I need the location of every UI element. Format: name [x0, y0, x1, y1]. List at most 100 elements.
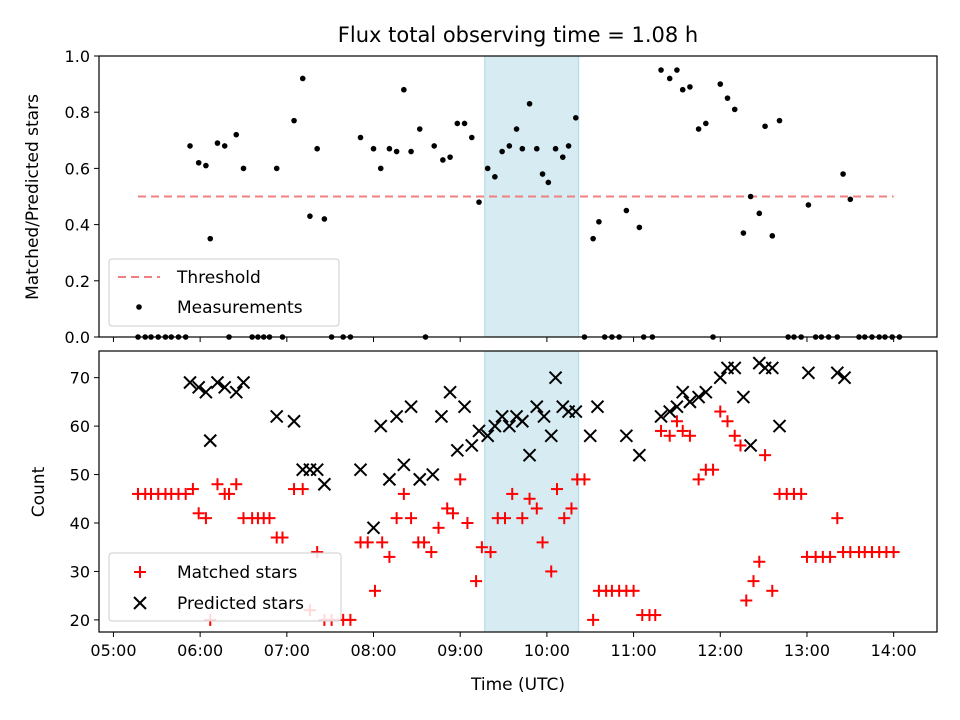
- measurements-legend-label: Measurements: [177, 298, 303, 318]
- matched-stars-point: [192, 507, 205, 520]
- measurements-point: [307, 213, 313, 219]
- matched-stars-point: [707, 463, 720, 476]
- predicted-stars-point: [495, 409, 509, 424]
- matched-stars-point: [759, 449, 772, 462]
- measurements-point: [187, 143, 193, 149]
- matched-stars-point: [230, 478, 243, 491]
- matched-stars-point: [211, 478, 224, 491]
- y-tick-label: 30: [70, 562, 90, 581]
- measurements-point: [519, 145, 526, 152]
- bottom-panel: 20 30 40 50 60 70 05:00 06:00 07:00 08:00 09:00 10:…: [29, 350, 938, 695]
- predicted-stars-point: [217, 380, 232, 395]
- matched-stars-point: [663, 429, 676, 442]
- matched-stars-point: [397, 487, 410, 500]
- predicted-stars-point: [397, 458, 411, 472]
- matched-stars-point: [186, 483, 199, 496]
- matched-stars-point: [223, 487, 236, 500]
- measurements-point: [552, 145, 559, 152]
- bottom-legend-box: [108, 552, 342, 622]
- measurements-point: [203, 162, 209, 169]
- x-tick-label: 09:00: [437, 641, 483, 660]
- measurements-point: [545, 179, 552, 186]
- matched-stars-point: [655, 424, 668, 437]
- measurements-point: [539, 171, 546, 177]
- matched-stars-point: [670, 415, 683, 428]
- measurements-point: [233, 131, 240, 138]
- x-axis-label: Time (UTC): [470, 675, 565, 695]
- top-axes-frame: [98, 55, 938, 338]
- measurements-point: [590, 235, 596, 242]
- matched-stars-legend-label: Matched stars: [177, 563, 297, 583]
- measurements-point: [370, 145, 377, 152]
- measurements-point: [476, 199, 482, 205]
- y-tick-label: 70: [70, 369, 90, 388]
- y-tick-label: 0.6: [65, 159, 90, 178]
- predicted-stars-point: [465, 438, 479, 453]
- matched-stars-point: [587, 613, 600, 626]
- measurements-point: [416, 126, 423, 132]
- measurements-point: [207, 235, 214, 242]
- measurements-point: [221, 143, 228, 149]
- matched-stars-point: [425, 546, 438, 559]
- matched-stars-point: [728, 429, 741, 442]
- matched-stars-point: [454, 473, 467, 486]
- measurements-point: [776, 117, 783, 124]
- x-tick-label: 06:00: [177, 641, 223, 660]
- y-tick-label: 20: [70, 611, 90, 630]
- predicted-stars-point: [191, 380, 206, 395]
- predicted-stars-point: [683, 395, 697, 409]
- measurements-point: [468, 134, 475, 141]
- predicted-stars-point: [434, 409, 449, 424]
- measurements-point: [769, 233, 776, 239]
- y-tick-label: 1.0: [65, 47, 90, 66]
- threshold-legend-label: Threshold: [176, 268, 261, 288]
- matched-stars-point: [470, 575, 483, 588]
- predicted-stars-point: [203, 433, 217, 448]
- measurements-point: [408, 148, 414, 155]
- matched-stars-point: [405, 512, 418, 525]
- measurements-point: [461, 120, 468, 127]
- y-tick-label: 0.8: [65, 103, 90, 122]
- measurements-point: [747, 193, 754, 200]
- predicted-stars-point: [530, 400, 544, 414]
- predicted-stars-point: [366, 521, 381, 535]
- matched-stars-point: [692, 473, 705, 486]
- measurements-point: [401, 86, 407, 93]
- measurements-point: [393, 148, 400, 155]
- predicted-stars-legend-swatch: [133, 596, 147, 610]
- measurements-point: [299, 75, 306, 82]
- measurements-point: [214, 140, 221, 146]
- measurements-point: [291, 117, 297, 124]
- y-tick-label: 0.2: [65, 272, 90, 291]
- matched-stars-point: [390, 512, 403, 525]
- measurements-point: [273, 165, 280, 172]
- measurements-point: [526, 100, 533, 107]
- bottom-axes-frame: [98, 350, 938, 633]
- matched-stars-legend-swatch: [134, 566, 146, 578]
- bottom-highlight-span: [484, 350, 580, 633]
- measurements-point: [666, 75, 673, 82]
- matched-stars-point: [558, 512, 571, 525]
- matched-stars-point: [498, 512, 511, 525]
- predicted-stars-point: [583, 429, 597, 443]
- matched-stars-point: [263, 512, 276, 525]
- matched-stars-point: [179, 487, 192, 500]
- predicted-stars-point: [270, 409, 284, 424]
- matched-stars-point: [578, 473, 591, 486]
- measurements-point: [703, 120, 709, 127]
- y-tick-label: 50: [70, 466, 90, 485]
- predicted-stars-point: [619, 429, 634, 443]
- predicted-stars-point: [199, 385, 213, 399]
- predicted-stars-point: [670, 400, 684, 414]
- measurements-point: [731, 106, 738, 113]
- predicted-stars-point: [310, 462, 324, 477]
- measurements-point: [195, 159, 202, 166]
- predicted-stars-point: [374, 419, 388, 433]
- predicted-stars-point: [353, 462, 368, 477]
- top-y-axis-label: Matched/Predicted stars: [23, 94, 43, 300]
- predicted-stars-point: [736, 390, 751, 404]
- measurements-point: [386, 145, 393, 152]
- predicted-stars-point: [450, 443, 465, 458]
- matched-stars-point: [887, 546, 900, 559]
- predicted-stars-point: [676, 385, 690, 399]
